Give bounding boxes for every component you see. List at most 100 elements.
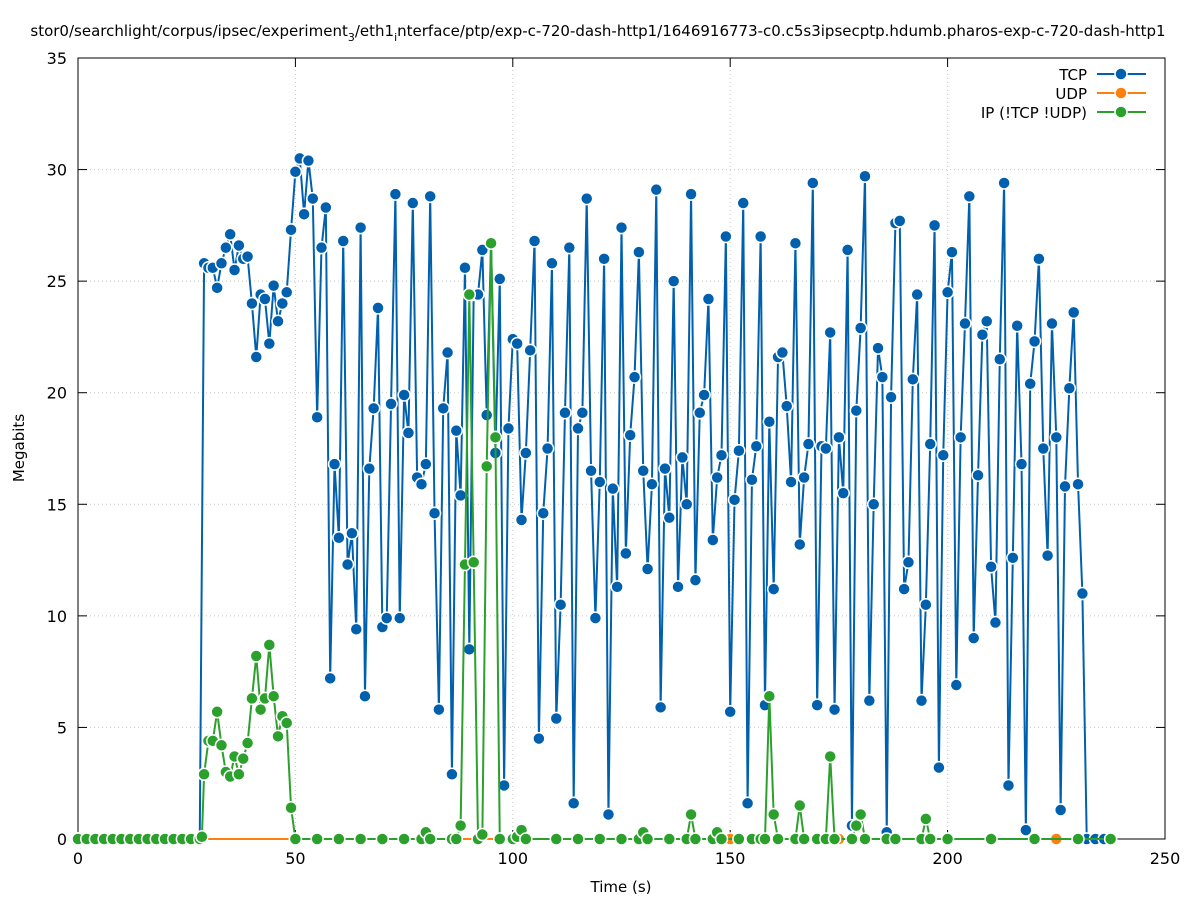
series-line-tcp (78, 157, 1111, 840)
data-point-ip (288, 832, 303, 846)
data-point-tcp (632, 245, 646, 259)
data-point-tcp (562, 240, 577, 255)
data-point-tcp (588, 611, 603, 625)
data-point-tcp (453, 488, 468, 503)
data-point-tcp (601, 807, 616, 822)
data-point-tcp (245, 296, 259, 311)
data-point-tcp (414, 477, 429, 491)
data-point-ip (462, 287, 477, 302)
data-point-tcp (810, 698, 824, 712)
data-point-ip (332, 832, 346, 846)
data-point-tcp (279, 285, 294, 300)
data-point-tcp (932, 760, 946, 775)
data-point-tcp (1075, 586, 1090, 601)
data-point-ip (271, 729, 285, 744)
data-point-tcp (819, 441, 833, 456)
data-point-tcp (919, 597, 933, 612)
data-point-ip (1103, 832, 1118, 846)
data-point-tcp (249, 350, 264, 364)
data-point-tcp (210, 281, 224, 295)
data-point-tcp (388, 187, 403, 201)
data-point-tcp (1053, 803, 1068, 817)
data-point-tcp (571, 421, 585, 436)
data-point-tcp (797, 470, 811, 485)
data-point-tcp (493, 272, 507, 286)
data-point-tcp (693, 406, 707, 420)
data-point-tcp (910, 287, 924, 302)
data-point-tcp (740, 796, 755, 811)
data-point-tcp (527, 234, 542, 248)
y-tick-label: 30 (47, 161, 67, 180)
data-point-tcp (310, 410, 324, 425)
data-point-tcp (806, 176, 820, 190)
data-point-tcp (688, 573, 703, 587)
data-point-tcp (640, 562, 655, 576)
data-point-tcp (1001, 778, 1016, 793)
data-point-tcp (710, 470, 724, 485)
data-point-tcp (545, 256, 559, 271)
data-point-ip (714, 832, 729, 846)
legend-label-udp: UDP (1055, 85, 1087, 103)
data-point-ip (397, 832, 411, 846)
data-point-ip (823, 749, 837, 764)
data-point-ip (375, 832, 390, 846)
data-point-tcp (462, 642, 477, 657)
data-point-tcp (584, 464, 598, 478)
data-point-ip (1071, 832, 1085, 846)
data-point-tcp (966, 631, 981, 645)
x-axis-title: Time (s) (590, 878, 652, 896)
data-point-ip (762, 689, 777, 703)
data-point-tcp (362, 461, 377, 476)
data-point-tcp (788, 236, 803, 250)
data-point-tcp (858, 169, 872, 184)
legend-marker-tcp (1114, 67, 1128, 81)
data-point-tcp (214, 256, 229, 271)
data-point-ip (940, 832, 955, 846)
y-tick-label: 35 (47, 49, 67, 68)
data-point-tcp (336, 234, 350, 248)
data-point-ip (688, 832, 703, 846)
data-point-tcp (1032, 252, 1046, 266)
x-tick-label: 150 (715, 849, 746, 868)
data-point-tcp (606, 481, 620, 496)
plot-frame (77, 57, 1166, 840)
data-point-tcp (658, 461, 672, 476)
legend: TCP UDP IP (!TCP !UDP) (981, 66, 1146, 122)
data-point-ip (593, 832, 607, 846)
data-point-tcp (732, 443, 746, 458)
data-point-tcp (240, 249, 255, 264)
data-point-tcp (953, 430, 968, 445)
data-point-tcp (745, 472, 759, 487)
data-point-tcp (514, 513, 529, 527)
data-point-tcp (623, 428, 637, 442)
data-point-tcp (749, 439, 764, 454)
data-point-tcp (1023, 377, 1037, 391)
data-point-tcp (440, 345, 455, 360)
data-point-tcp (736, 196, 750, 210)
data-point-tcp (423, 189, 437, 204)
data-point-tcp (1027, 334, 1042, 349)
x-tick-label: 200 (932, 849, 963, 868)
data-point-ip (493, 832, 507, 846)
legend-item-ip: IP (!TCP !UDP) (981, 104, 1146, 122)
legend-marker-ip (1114, 105, 1128, 119)
data-point-ip (466, 555, 481, 570)
data-point-ip (253, 702, 268, 717)
data-point-tcp (901, 555, 916, 570)
data-point-tcp (406, 196, 420, 210)
data-point-tcp (988, 615, 1003, 630)
data-point-tcp (397, 388, 411, 402)
data-point-tcp (823, 325, 837, 340)
data-point-tcp (393, 611, 407, 625)
data-point-ip (771, 832, 785, 846)
legend-label-ip: IP (!TCP !UDP) (981, 104, 1087, 122)
data-point-tcp (853, 321, 868, 335)
data-point-tcp (323, 671, 337, 686)
data-point-tcp (358, 689, 372, 703)
data-point-tcp (893, 214, 907, 228)
data-point-tcp (306, 191, 320, 206)
data-point-tcp (836, 486, 850, 500)
data-point-tcp (993, 352, 1007, 366)
data-point-tcp (775, 345, 790, 360)
data-point-tcp (762, 414, 777, 429)
